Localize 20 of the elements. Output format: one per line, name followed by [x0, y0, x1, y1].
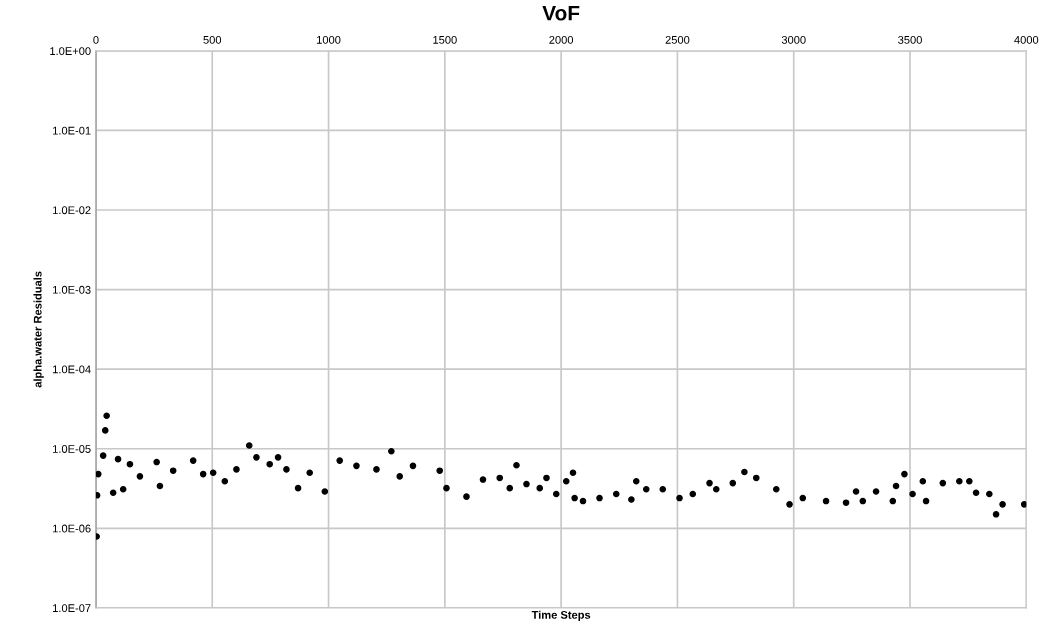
- x-tick-label: 4000: [1014, 35, 1039, 44]
- x-tick-label: 1000: [317, 35, 341, 44]
- y-tick-label: 1.0E+00: [50, 47, 91, 55]
- y-tick-label: 1.0E-04: [53, 365, 91, 374]
- x-tick-label: 500: [203, 35, 222, 44]
- x-tick-label: 2500: [665, 35, 690, 44]
- chart-title: VoF: [542, 5, 580, 21]
- x-tick-label: 1500: [433, 35, 457, 44]
- x-tick-label: 3000: [781, 35, 806, 44]
- y-axis-title: alpha.water Residuals: [33, 271, 44, 388]
- y-tick-label: 1.0E-07: [53, 604, 91, 613]
- x-tick-label: 0: [93, 35, 99, 44]
- x-tick-label: 2000: [549, 35, 574, 44]
- y-tick-label: 1.0E-06: [53, 524, 91, 533]
- x-tick-label: 3500: [898, 35, 922, 44]
- y-tick-label: 1.0E-01: [53, 126, 91, 135]
- y-tick-label: 1.0E-05: [53, 445, 91, 453]
- y-tick-label: 1.0E-03: [53, 285, 91, 294]
- y-tick-label: 1.0E-02: [53, 206, 91, 215]
- x-axis-title: Time Steps: [531, 610, 591, 622]
